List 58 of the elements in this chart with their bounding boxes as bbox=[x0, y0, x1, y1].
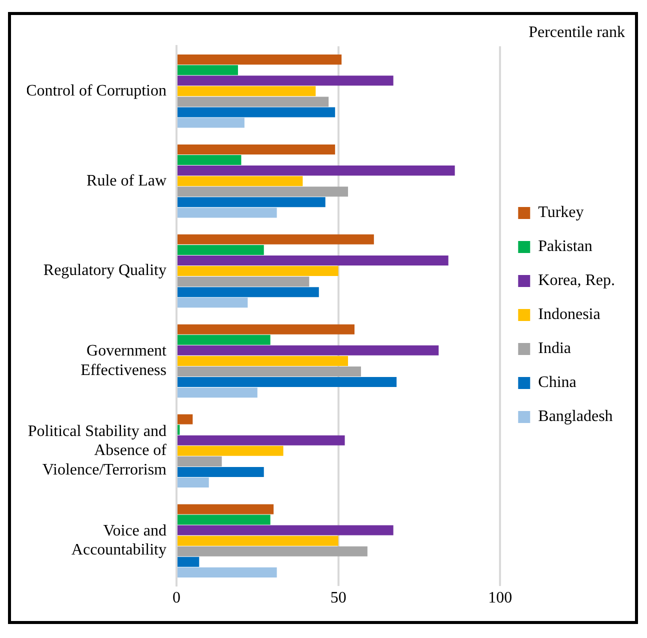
bar bbox=[178, 446, 284, 456]
bar bbox=[178, 324, 355, 334]
bar bbox=[178, 107, 336, 118]
legend-label: Pakistan bbox=[538, 238, 592, 256]
bar bbox=[178, 186, 348, 197]
x-tick-label: 50 bbox=[330, 590, 346, 607]
bar bbox=[178, 234, 374, 244]
y-tick-label: Voice and Accountability bbox=[71, 522, 166, 559]
bar bbox=[178, 366, 361, 377]
bar bbox=[178, 478, 209, 488]
bar bbox=[178, 65, 238, 76]
bar bbox=[178, 86, 316, 96]
bar bbox=[178, 155, 242, 166]
legend-label: Bangladesh bbox=[538, 408, 613, 426]
bar bbox=[178, 525, 394, 536]
bar bbox=[178, 514, 270, 525]
bar bbox=[178, 466, 264, 477]
bar bbox=[178, 556, 200, 567]
legend-label: Indonesia bbox=[538, 306, 600, 324]
bar bbox=[178, 456, 222, 466]
bar bbox=[178, 244, 264, 255]
text: Percentile rank bbox=[528, 24, 625, 41]
bar bbox=[178, 176, 303, 186]
x-tick-label: 0 bbox=[172, 590, 180, 607]
bar bbox=[178, 504, 274, 514]
bar bbox=[178, 356, 348, 366]
bar bbox=[178, 76, 394, 86]
bar bbox=[178, 298, 248, 308]
y-tick-label: Control of Corruption bbox=[26, 82, 166, 100]
bar bbox=[178, 567, 277, 578]
bar bbox=[178, 144, 336, 154]
legend-label: China bbox=[538, 374, 576, 392]
bar bbox=[178, 255, 448, 266]
bar bbox=[178, 197, 326, 208]
y-tick-label: Rule of Law bbox=[86, 172, 167, 190]
legend-label: Turkey bbox=[538, 204, 584, 222]
bar bbox=[178, 435, 345, 446]
bar bbox=[178, 536, 338, 546]
bar bbox=[178, 546, 368, 556]
legend-label: India bbox=[538, 340, 572, 358]
bar bbox=[178, 345, 439, 356]
bar bbox=[178, 334, 270, 345]
y-tick-label: Regulatory Quality bbox=[43, 262, 166, 280]
bar bbox=[178, 287, 319, 298]
bar bbox=[178, 166, 455, 176]
bar bbox=[178, 377, 397, 388]
bar bbox=[178, 388, 258, 398]
x-tick-label: 100 bbox=[488, 590, 512, 607]
bar bbox=[178, 276, 310, 287]
y-tick-label: Political Stability and Absence of Violence/Terrorism bbox=[28, 422, 168, 478]
bar bbox=[178, 208, 277, 218]
bar bbox=[178, 54, 342, 65]
y-tick-label: Government Effectiveness bbox=[80, 342, 168, 379]
bar bbox=[178, 414, 193, 424]
legend-label: Korea, Rep. bbox=[538, 272, 615, 290]
bar bbox=[178, 118, 244, 128]
bar bbox=[178, 266, 338, 276]
bar bbox=[178, 96, 329, 107]
